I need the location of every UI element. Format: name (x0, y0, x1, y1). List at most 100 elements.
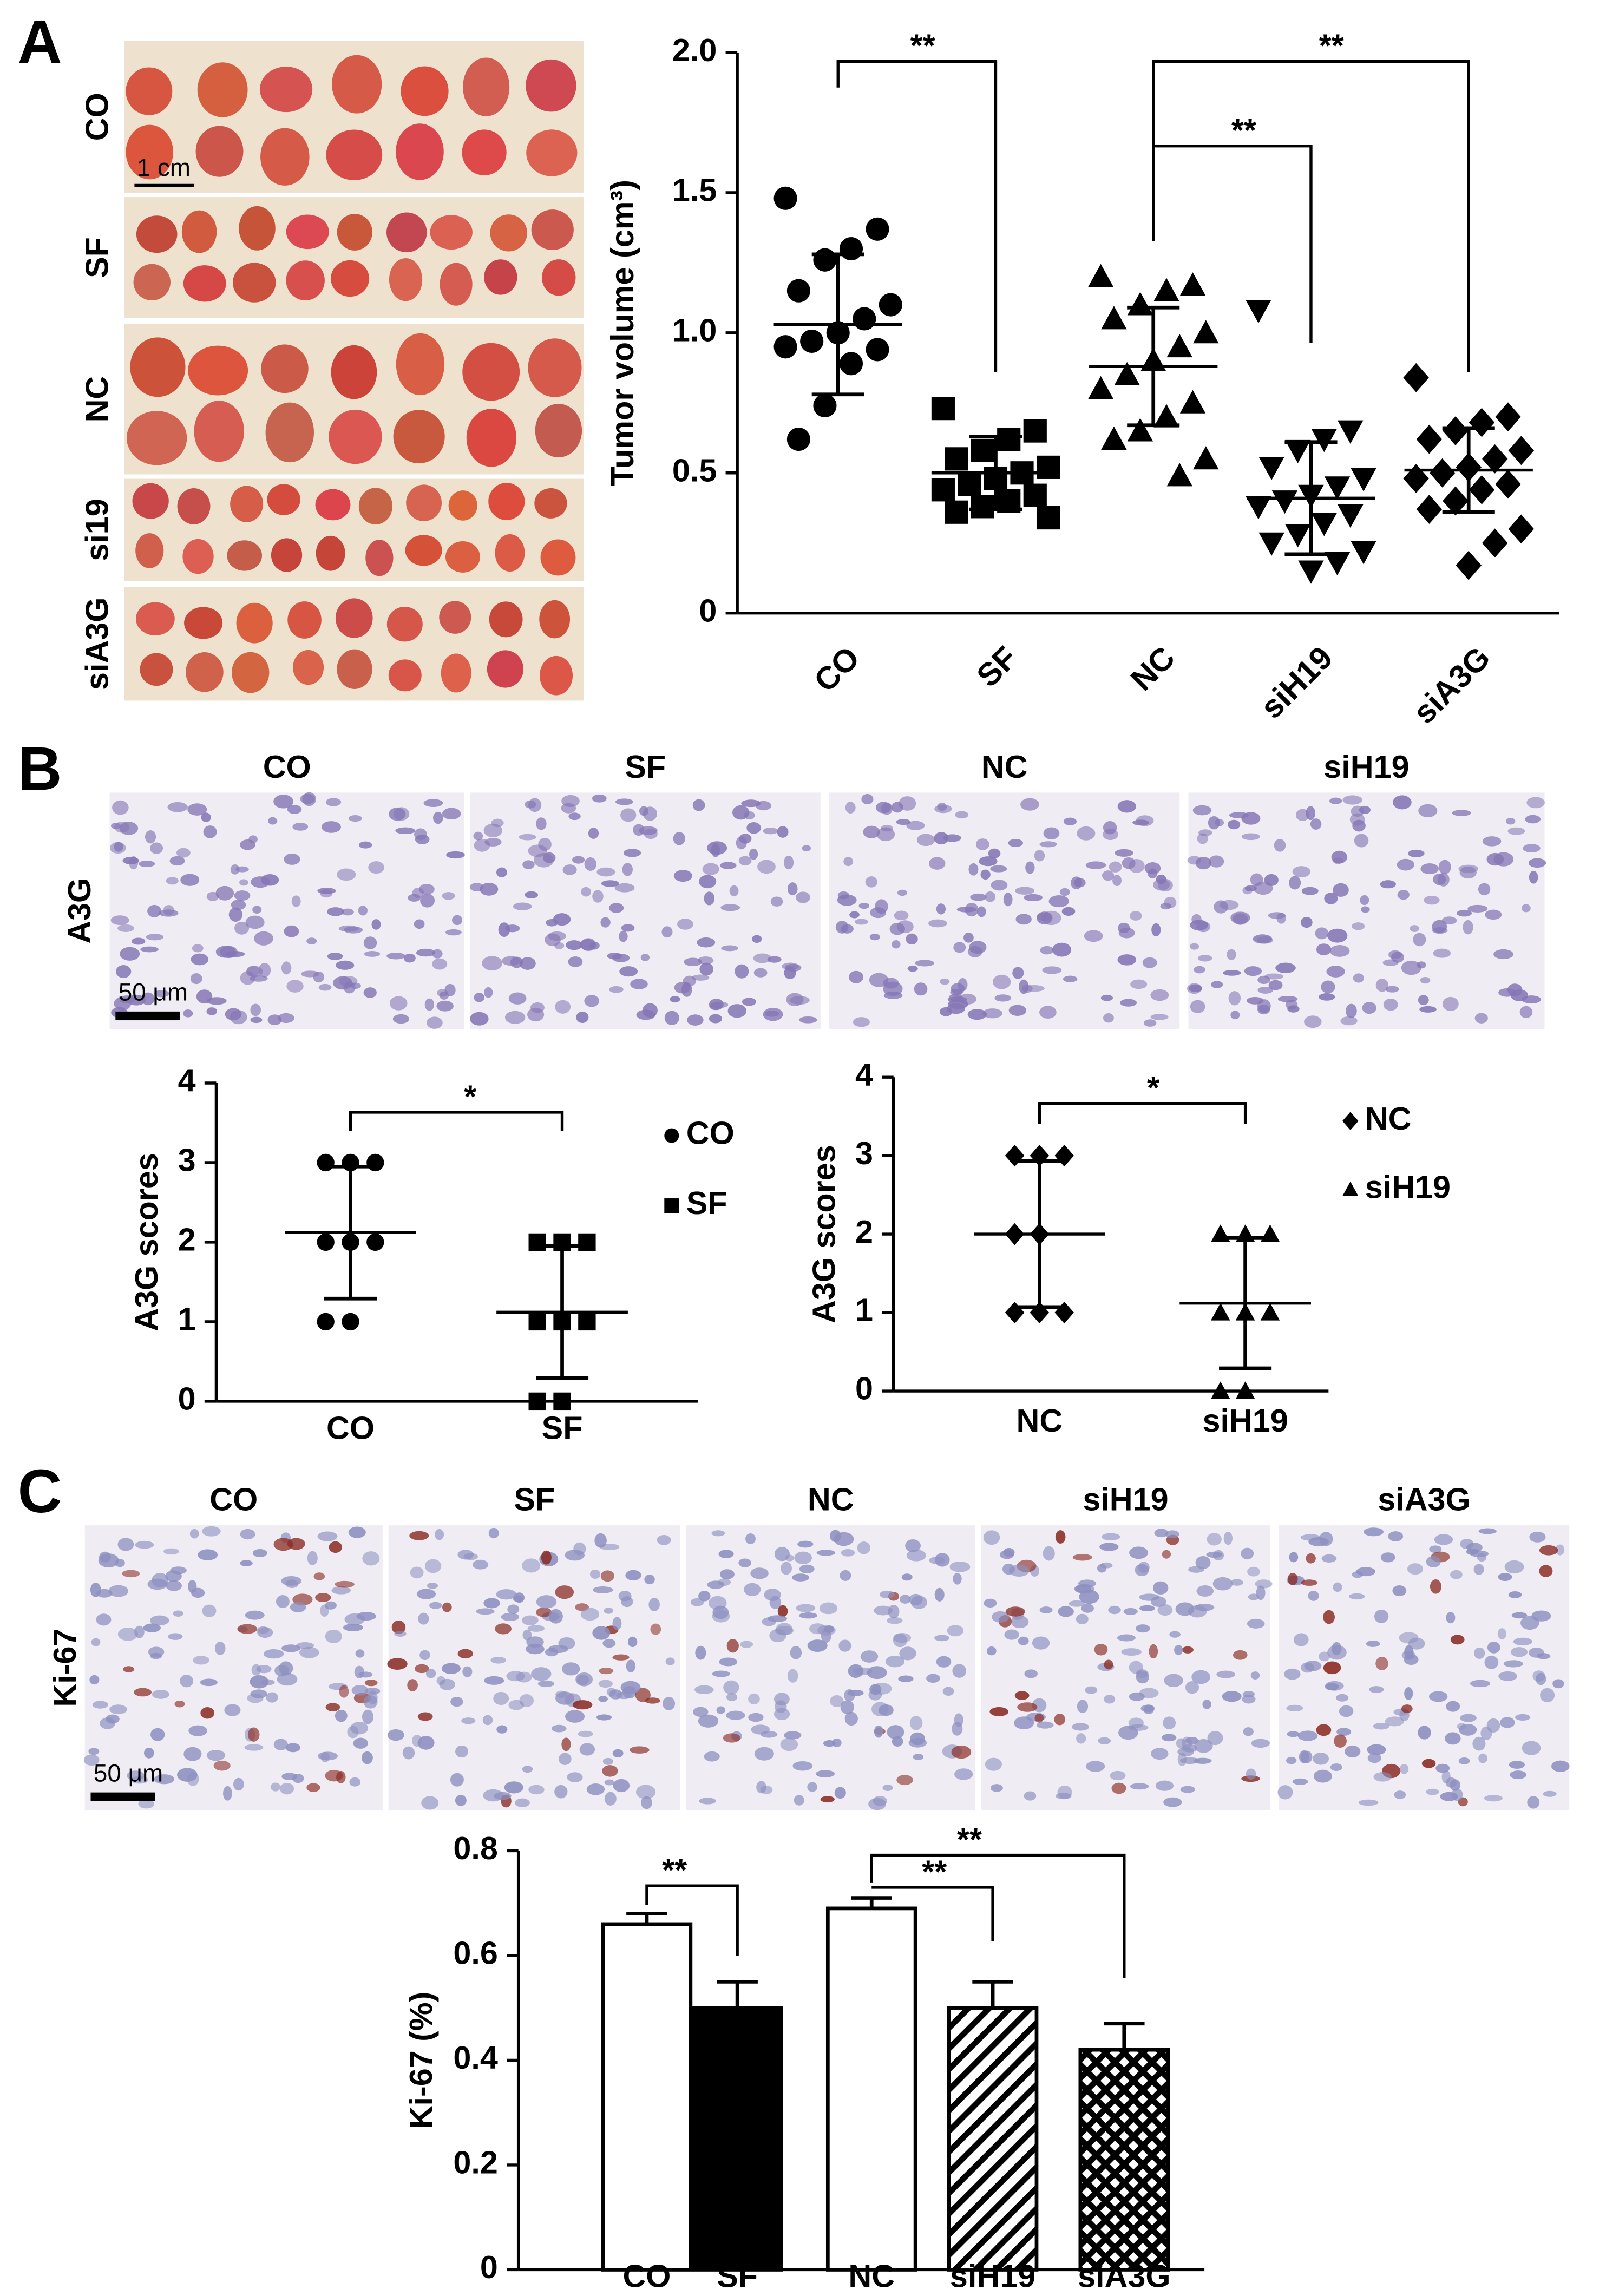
cell (336, 960, 355, 970)
cell (206, 1750, 226, 1761)
cell (695, 1645, 706, 1660)
cell (484, 987, 493, 998)
scale-label: 1 cm (137, 154, 191, 181)
tumor (448, 490, 477, 521)
point (528, 1313, 546, 1331)
cell (120, 947, 140, 961)
cell (483, 1598, 500, 1609)
sd-bar (1219, 1236, 1272, 1370)
cell (273, 1538, 293, 1551)
cell (117, 924, 134, 932)
cell (325, 1703, 340, 1711)
tumor (539, 600, 571, 639)
cell (1306, 806, 1316, 821)
cell (876, 802, 892, 814)
cell (250, 1689, 267, 1698)
cell (687, 1014, 704, 1026)
cell (1135, 1624, 1150, 1633)
cell (841, 1549, 855, 1557)
cell (403, 953, 416, 963)
cell (579, 1743, 595, 1756)
point (578, 1233, 596, 1251)
cell (1429, 1545, 1442, 1553)
cell (1487, 1641, 1500, 1654)
cell (584, 995, 600, 1007)
cell (1223, 969, 1241, 976)
cell (1319, 1532, 1333, 1546)
tumor (136, 215, 178, 253)
point (1193, 320, 1219, 344)
cell (1129, 911, 1142, 921)
cell (441, 1663, 461, 1674)
cell (450, 1696, 463, 1707)
cell (1122, 857, 1136, 869)
column-label: NC (808, 1481, 854, 1518)
cell (1319, 1651, 1330, 1662)
cell (1300, 916, 1313, 928)
cell (114, 822, 130, 833)
cell (231, 900, 246, 910)
cell (648, 1598, 660, 1611)
cell (1297, 1730, 1318, 1741)
ihc-image (686, 1525, 975, 1810)
cell (1504, 1560, 1524, 1574)
cell (830, 1695, 844, 1707)
cell (240, 839, 255, 850)
x-tick-label: NC (848, 2258, 895, 2294)
cell (1111, 1782, 1126, 1794)
cell (1301, 1662, 1315, 1673)
cell (335, 1580, 355, 1588)
cell (916, 834, 935, 847)
x-tick-label: NC (1123, 639, 1182, 698)
point (813, 248, 837, 272)
cell (625, 1570, 641, 1581)
cell (496, 867, 507, 877)
cell (936, 1656, 952, 1668)
tumor (182, 539, 214, 574)
cell (1351, 805, 1365, 817)
point (1495, 469, 1521, 499)
cell (887, 1617, 903, 1624)
point (1351, 541, 1376, 565)
cell (1418, 1726, 1431, 1740)
cell (1380, 880, 1396, 889)
point (1416, 424, 1443, 454)
cell (513, 1595, 523, 1602)
point (1324, 476, 1351, 500)
cell (1458, 1757, 1470, 1764)
cell (1139, 1593, 1160, 1601)
cell (285, 1579, 299, 1589)
cell (526, 1636, 544, 1648)
legend-label: siH19 (1365, 1169, 1451, 1205)
point (800, 329, 824, 353)
cell (1223, 1531, 1233, 1545)
cell (281, 961, 292, 975)
cell (1230, 1011, 1240, 1020)
cell (815, 1770, 835, 1777)
cell (115, 965, 132, 978)
point (1246, 496, 1271, 520)
cell (364, 951, 381, 957)
cell (792, 1761, 813, 1771)
cell (1349, 1593, 1365, 1600)
cell (1526, 797, 1545, 809)
cell (1198, 829, 1212, 836)
point (786, 279, 810, 303)
cell (1316, 1724, 1332, 1736)
sd-bar (1013, 1159, 1066, 1309)
cell (317, 1531, 338, 1541)
cell (887, 1725, 904, 1740)
cell (1242, 886, 1253, 895)
cell (1268, 980, 1283, 990)
cell (1241, 1547, 1254, 1560)
cell (699, 1798, 717, 1805)
tumor (261, 344, 309, 393)
cell (537, 1680, 554, 1687)
cell (1017, 1702, 1038, 1712)
cell (333, 976, 352, 990)
y-tick-label: 0.6 (453, 1935, 497, 1971)
cell (1397, 858, 1414, 871)
cell (664, 1011, 679, 1025)
cell (1024, 894, 1043, 902)
cell (250, 1675, 269, 1689)
